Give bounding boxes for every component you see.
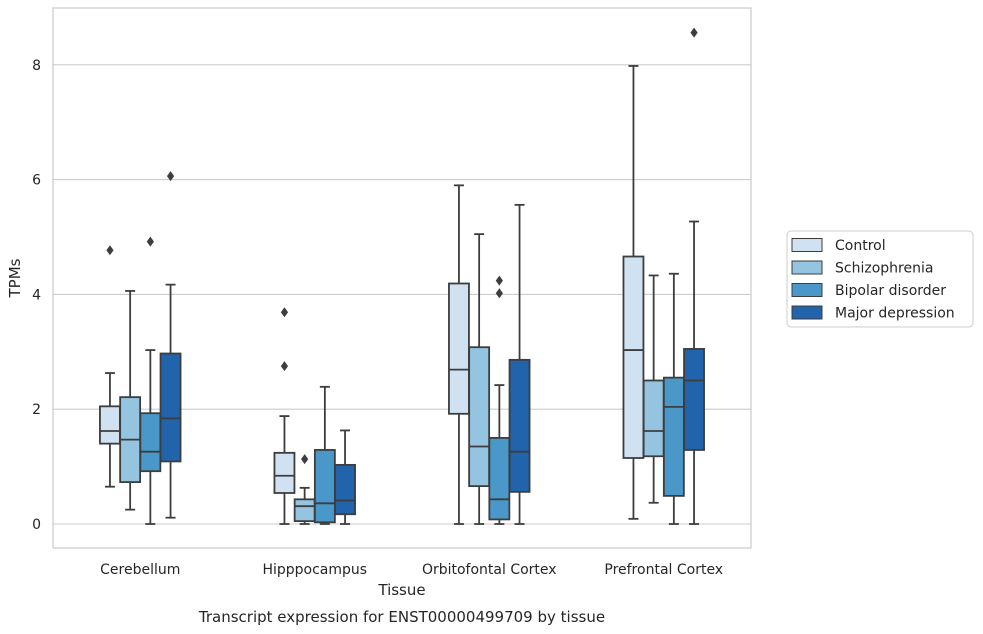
x-tick-label: Cerebellum <box>100 562 180 578</box>
plot-area-frame <box>52 7 752 549</box>
box <box>139 236 162 525</box>
x-tick-label: Orbitofontal Cortex <box>422 562 557 578</box>
outlier-point <box>280 307 289 318</box>
box-iqr <box>99 405 121 445</box>
series-schizophrenia <box>119 233 665 525</box>
legend-label: Major depression <box>835 306 955 322</box>
box <box>313 385 336 525</box>
box <box>119 290 142 511</box>
box-iqr <box>313 449 336 524</box>
box <box>99 245 121 488</box>
series-major-depression <box>159 27 705 525</box>
legend: Control Schizophrenia Bipolar disorder Majo… <box>786 230 974 328</box>
box-iqr <box>683 348 705 451</box>
box <box>293 454 316 525</box>
box-iqr <box>508 358 531 493</box>
legend-label: Schizophrenia <box>835 261 933 277</box>
legend-item: Major depression <box>791 305 955 322</box>
chart-title: Transcript expression for ENST0000049970… <box>198 608 605 626</box>
legend-item: Schizophrenia <box>791 260 933 277</box>
box <box>334 429 356 525</box>
outlier-point <box>495 288 503 299</box>
box-iqr <box>642 379 665 458</box>
box-iqr <box>273 451 296 494</box>
box-iqr <box>334 463 356 516</box>
box-iqr <box>662 376 685 497</box>
y-axis-title: TPMs <box>6 258 24 298</box>
outlier-point <box>166 171 175 182</box>
outlier-point <box>301 454 309 465</box>
y-tick-label: 4 <box>32 287 41 303</box>
box-iqr <box>159 352 182 463</box>
box <box>159 171 182 519</box>
series-control <box>99 65 645 525</box>
box <box>683 27 705 525</box>
legend-item: Bipolar disorder <box>791 283 946 299</box>
box-iqr <box>139 412 162 473</box>
legend-swatch <box>791 305 823 320</box>
box <box>642 274 665 504</box>
box <box>273 307 296 525</box>
box-iqr <box>448 282 470 415</box>
x-tick-label: Prefrontal Cortex <box>604 562 723 578</box>
box <box>468 233 491 525</box>
legend-frame <box>786 230 974 328</box>
x-axis-ticks: Cerebellum Hipppocampus Orbitofontal Corte… <box>100 562 723 578</box>
y-axis-ticks: 0 2 4 6 8 <box>32 58 41 533</box>
y-tick-label: 2 <box>32 402 41 418</box>
outlier-point <box>106 245 114 256</box>
box-iqr <box>293 498 316 523</box>
y-tick-label: 6 <box>32 173 41 189</box>
legend-label: Bipolar disorder <box>835 283 946 299</box>
legend-label: Control <box>835 238 886 254</box>
y-tick-label: 8 <box>32 58 41 74</box>
outlier-point <box>690 27 698 38</box>
box <box>448 184 470 525</box>
legend-item: Control <box>791 238 886 254</box>
box <box>508 203 531 525</box>
x-tick-label: Hipppocampus <box>262 562 367 578</box>
y-tick-label: 0 <box>32 517 41 533</box>
box <box>622 65 645 520</box>
box-iqr <box>622 255 645 459</box>
legend-swatch <box>791 238 823 252</box>
box-iqr <box>488 436 511 521</box>
legend-swatch <box>791 260 823 275</box>
box-iqr <box>468 346 491 488</box>
box-series <box>99 27 705 525</box>
box <box>488 275 511 525</box>
outlier-point <box>495 275 503 286</box>
series-bipolar-disorder <box>139 236 685 525</box>
outlier-point <box>146 236 154 247</box>
legend-swatch <box>791 283 823 297</box>
outlier-point <box>280 361 289 372</box>
box <box>662 272 685 525</box>
x-axis-title: Tissue <box>377 581 425 599</box>
